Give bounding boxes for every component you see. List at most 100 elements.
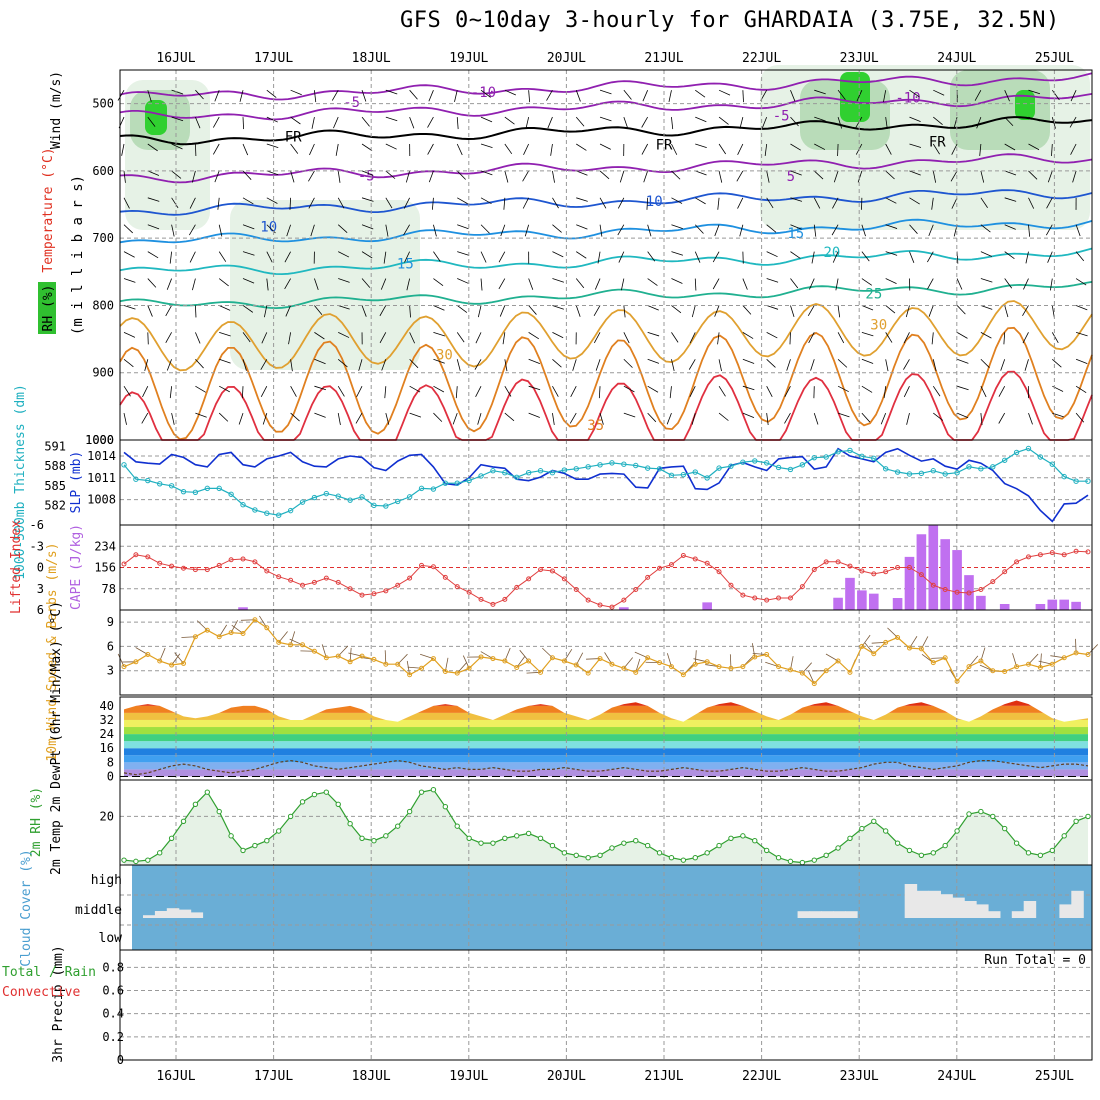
wind-barb — [218, 224, 223, 237]
thickness-point — [157, 481, 163, 487]
li-point — [216, 562, 222, 568]
li-point — [502, 596, 508, 602]
wind-barb — [813, 224, 817, 237]
wind-barb — [790, 90, 796, 102]
wind-barb — [617, 197, 625, 209]
wind-barb — [406, 278, 411, 291]
wind10m-point — [1025, 661, 1031, 667]
wind10m-point — [978, 658, 984, 664]
wind-barb — [737, 143, 744, 155]
rh-point — [1013, 840, 1020, 846]
wind-barb — [1070, 90, 1077, 102]
wind-barb — [790, 143, 801, 151]
wind-barb — [1075, 385, 1087, 394]
wind-barb — [576, 143, 587, 151]
wind-barb — [1004, 197, 1017, 202]
rh-point — [157, 850, 163, 856]
wind-tick-label: 6 — [107, 639, 114, 653]
wind-barb — [477, 412, 482, 425]
wind-barb — [932, 170, 937, 183]
li-point — [192, 567, 198, 573]
ylabel-lifted-index: Lifted Index — [9, 520, 24, 614]
wind-barb — [980, 197, 988, 208]
isotherm-label: FR — [285, 129, 302, 145]
wind-barb — [575, 116, 585, 127]
wind-barb — [909, 224, 918, 234]
wind-barb — [835, 278, 839, 291]
wind10m-point — [228, 630, 234, 636]
rh-point — [811, 857, 817, 863]
wind-barb — [266, 278, 269, 291]
wind10m-point — [847, 669, 853, 675]
wind-barb — [475, 385, 482, 398]
wind-barb — [766, 224, 777, 233]
wind-barb — [123, 332, 136, 338]
wind10m-point — [347, 659, 353, 665]
wind-barb — [1004, 170, 1017, 176]
wind-barb — [219, 385, 230, 393]
cape-bar — [619, 607, 629, 610]
thickness-point — [1037, 454, 1044, 460]
wind-barb — [717, 332, 720, 345]
li-point — [1014, 559, 1020, 565]
wind10m-point — [502, 658, 508, 664]
wind-barb — [308, 170, 315, 182]
wind-barb — [666, 412, 672, 425]
wind-barb — [1045, 224, 1053, 236]
isotherm-label: -5 — [358, 168, 375, 184]
wind-barb — [242, 224, 255, 230]
wind-barb — [456, 117, 459, 130]
wind-tick-label: 9 — [107, 615, 114, 629]
li-point — [657, 565, 663, 571]
wind-barb — [714, 305, 720, 317]
wind-barb — [647, 251, 656, 262]
wind-barb — [242, 251, 255, 256]
wind-barb — [1022, 305, 1029, 317]
wind-barb — [195, 412, 207, 418]
temp-tick-label: 24 — [100, 727, 114, 741]
wind-barb — [998, 385, 1006, 397]
wind-barb — [784, 385, 791, 397]
wind-barb — [885, 117, 888, 130]
thickness-point — [942, 471, 948, 477]
wind-barb — [766, 251, 778, 258]
wind-barb — [837, 412, 850, 418]
li-point — [633, 586, 639, 592]
thickness-point — [1001, 457, 1008, 463]
wind-barb — [980, 305, 993, 310]
wind10m-point — [906, 645, 912, 651]
cape-bar — [940, 539, 950, 610]
rh-point — [704, 850, 710, 856]
wind-barb — [480, 116, 493, 123]
wind-barb — [832, 251, 839, 263]
wind-barb — [361, 90, 367, 102]
wind-barb — [1072, 170, 1077, 183]
wind-barb — [171, 413, 175, 425]
wind-barb — [337, 413, 341, 425]
thickness-point — [716, 465, 722, 471]
wind-barb — [933, 89, 945, 96]
ylabel-temperature: Temperature (°C) — [41, 147, 56, 272]
wind-barb — [623, 385, 635, 393]
wind-barb — [695, 170, 707, 176]
wind-barb — [576, 197, 588, 202]
wind-barb — [837, 358, 848, 368]
wind-barb — [932, 385, 941, 397]
wind-barb — [433, 278, 444, 287]
ylabel-wind: Wind (m/s) — [49, 71, 64, 149]
wind-barb — [123, 278, 136, 283]
wind10m-point — [454, 670, 460, 676]
top-day-label: 20JUL — [547, 51, 586, 66]
thickness-point — [1073, 478, 1079, 484]
wind10m-point — [538, 669, 544, 675]
cloud-high-bar — [809, 911, 822, 918]
cape-bar — [976, 595, 986, 610]
li-line — [123, 550, 1089, 608]
li-point — [597, 602, 603, 608]
wind-barb — [599, 197, 607, 209]
wind-barb — [403, 224, 410, 236]
li-point — [145, 554, 151, 560]
isotherm-label: 10 — [260, 219, 277, 235]
rh-point — [633, 838, 639, 844]
thickness-tick-label: 582 — [44, 498, 66, 512]
